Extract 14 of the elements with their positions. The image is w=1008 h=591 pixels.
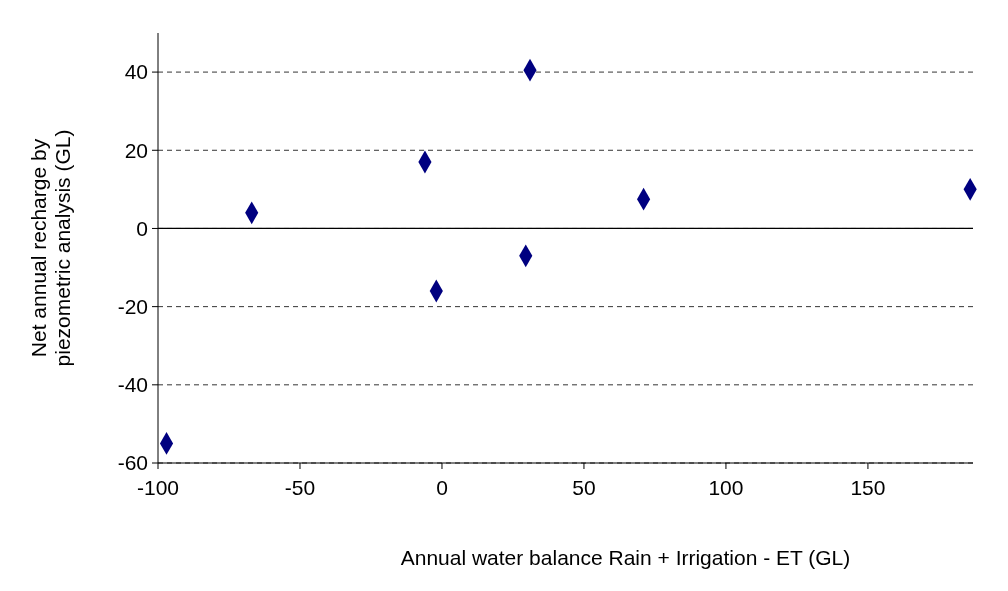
y-tick-label: 0 [136, 216, 148, 240]
x-tick-label: 50 [572, 476, 596, 499]
x-tick-label: -100 [136, 476, 180, 499]
x-tick-label: 0 [436, 476, 448, 499]
x-tick-label: 100 [708, 476, 744, 499]
x-axis-title: Annual water balance Rain + Irrigation - ET (GL) [400, 546, 851, 569]
y-tick-label: -60 [117, 451, 148, 475]
y-tick-label: -40 [117, 373, 148, 397]
x-tick-label: 150 [850, 476, 886, 499]
x-tick-label: -50 [284, 476, 316, 499]
y-tick-label: -20 [117, 294, 148, 318]
y-axis-title: Net annual recharge by piezometric analysis (GL) [27, 129, 75, 367]
y-tick-label: 20 [124, 138, 148, 162]
y-tick-label: 40 [124, 60, 148, 84]
